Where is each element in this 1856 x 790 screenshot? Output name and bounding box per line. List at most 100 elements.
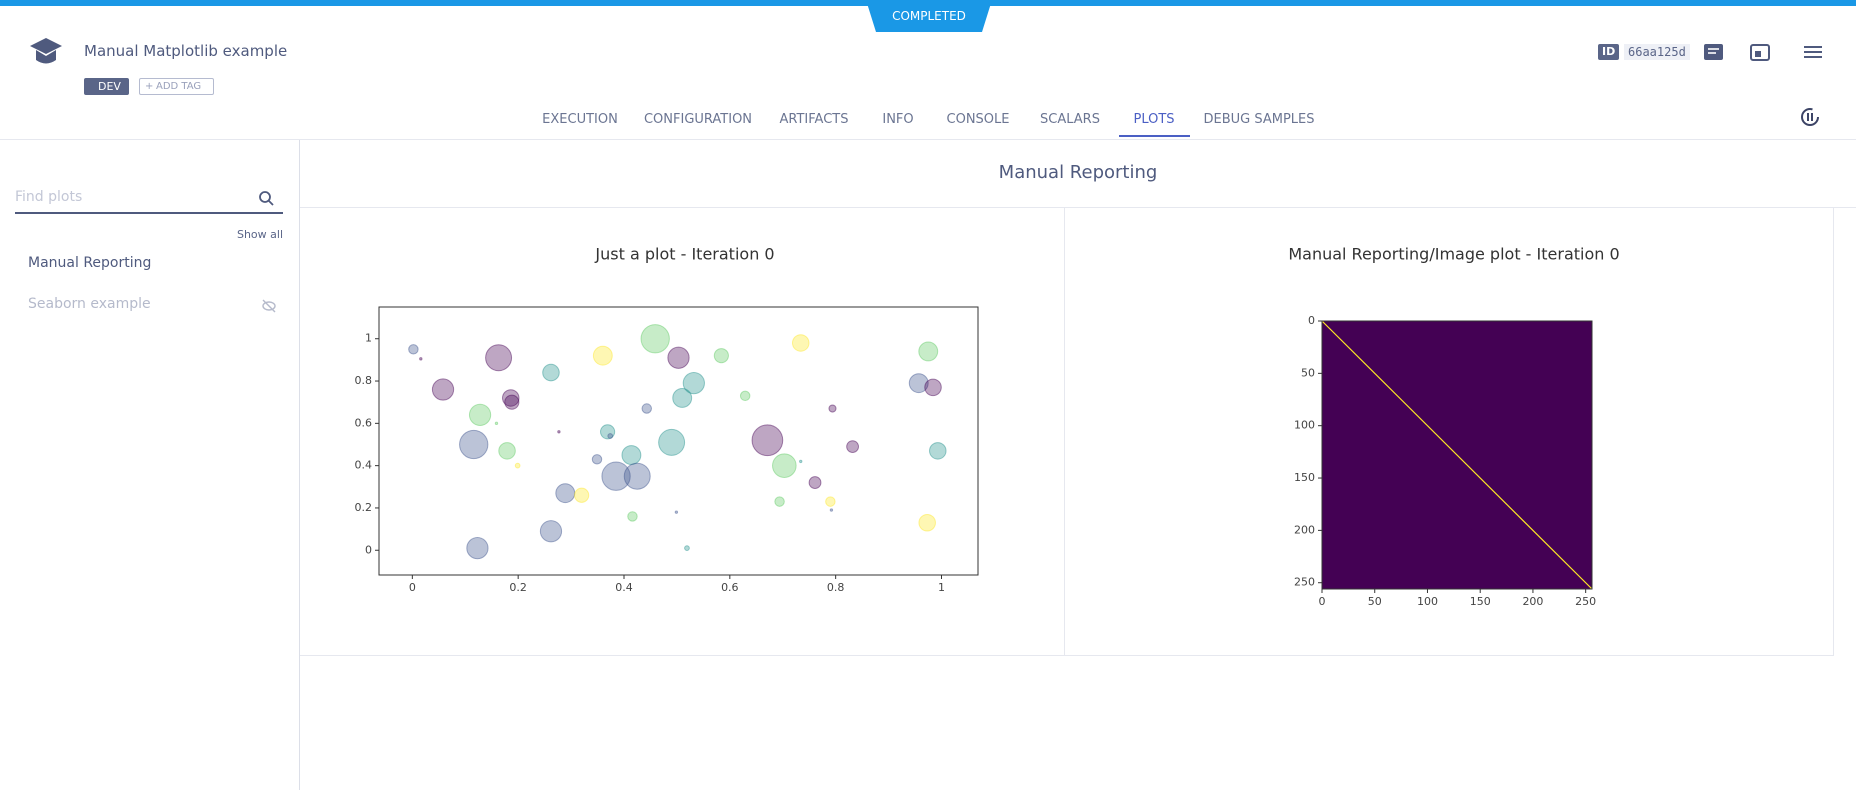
panel-divider [1833, 207, 1834, 655]
panel-divider [300, 655, 1834, 656]
scatter-point [739, 390, 751, 402]
scatter-point [621, 445, 642, 466]
scatter-point [924, 378, 942, 397]
scatter-point [466, 537, 489, 560]
x-tick-label: 150 [1470, 595, 1491, 608]
x-tick-label: 100 [1417, 595, 1438, 608]
plot-group[interactable]: Manual Reporting [28, 255, 152, 271]
active-tab-indicator [1119, 135, 1190, 137]
scatter-point [539, 520, 563, 543]
scatter-point [504, 394, 520, 410]
section-title: Manual Reporting [998, 162, 1158, 183]
x-tick-label: 0.4 [615, 581, 633, 594]
scatter-point [684, 545, 690, 551]
axes-frame [378, 306, 979, 576]
scatter-point [601, 461, 631, 491]
scatter-point [627, 511, 638, 522]
scatter-point [494, 421, 499, 426]
scatter-point [591, 454, 603, 465]
section-divider [300, 207, 1856, 208]
scatter-point [542, 363, 560, 382]
image-diagonal [1321, 320, 1593, 590]
scatter-point [468, 403, 492, 426]
scatter-point [751, 424, 784, 457]
scatter-point [846, 440, 859, 454]
scatter-point [918, 513, 936, 532]
scatter-point [431, 378, 455, 401]
tab[interactable]: DEBUG SAMPLES [1203, 112, 1315, 127]
tab[interactable]: ARTIFACTS [779, 112, 849, 127]
tab[interactable]: EXECUTION [542, 112, 618, 127]
refresh-icon[interactable] [1799, 106, 1821, 128]
scatter-point [929, 442, 947, 460]
x-tick-label: 200 [1522, 595, 1543, 608]
scatter-point [459, 429, 489, 460]
scatter-point [555, 483, 576, 504]
scatter-point [557, 430, 561, 434]
scatter-point [600, 424, 616, 440]
status-text: COMPLETED [892, 9, 966, 23]
scatter-point [808, 476, 822, 489]
scatter-point [825, 496, 836, 507]
id-value[interactable]: 66aa125d [1624, 44, 1690, 60]
y-tick-label: 0 [365, 543, 372, 556]
y-tick-label: 0.2 [355, 501, 373, 514]
scatter-point [485, 344, 513, 372]
x-tick-label: 250 [1575, 595, 1596, 608]
scatter-point [514, 462, 521, 469]
experiment-title: Manual Matplotlib example [84, 42, 288, 60]
y-tick-label: 100 [1294, 419, 1315, 432]
y-tick-label: 200 [1294, 523, 1315, 536]
tab[interactable]: CONFIGURATION [643, 112, 753, 127]
status-badge [866, 0, 992, 32]
scatter-point [640, 324, 670, 354]
hidden-icon[interactable] [261, 299, 277, 313]
show-all[interactable]: Show all [236, 228, 283, 241]
plus-icon: + [145, 81, 154, 92]
sidebar-divider [299, 140, 300, 790]
search-placeholder[interactable]: Find plots [15, 189, 83, 205]
scatter-point [592, 345, 613, 366]
y-tick-label: 0.6 [355, 416, 373, 429]
scatter-point [713, 348, 729, 364]
tab[interactable]: CONSOLE [946, 112, 1010, 127]
toolbar-icons[interactable] [1702, 42, 1826, 62]
scatter-point [908, 373, 929, 394]
x-tick-label: 0.2 [509, 581, 527, 594]
add-tag-text: ADD TAG [156, 81, 202, 92]
x-tick-label: 0.8 [827, 581, 845, 594]
panel-divider [1064, 207, 1065, 655]
add-tag[interactable]: + ADD TAG [139, 78, 215, 95]
logo [30, 38, 62, 64]
scatter-point [498, 442, 516, 460]
plot-title: Just a plot - Iteration 0 [594, 245, 774, 264]
y-tick-label: 50 [1301, 366, 1315, 379]
x-tick-label: 0 [409, 581, 416, 594]
scatter-point [682, 372, 705, 395]
x-tick-label: 0.6 [721, 581, 739, 594]
search-icon[interactable] [258, 190, 274, 206]
x-tick-label: 0 [1319, 595, 1326, 608]
axes-frame [1321, 320, 1593, 590]
y-tick-label: 150 [1294, 471, 1315, 484]
tab[interactable]: PLOTS [1133, 112, 1175, 127]
header-divider [0, 139, 1856, 140]
scatter-point [658, 428, 686, 456]
scatter-point [501, 389, 520, 407]
scatter-point [918, 341, 939, 362]
scatter-point [799, 459, 803, 464]
scatter-point [828, 404, 837, 413]
tag[interactable]: DEV [84, 78, 129, 95]
x-tick-label: 50 [1368, 595, 1382, 608]
scatter-point [772, 453, 797, 478]
tab[interactable]: SCALARS [1040, 112, 1100, 127]
y-tick-label: 0.8 [355, 374, 373, 387]
scatter-point [829, 508, 834, 512]
y-tick-label: 1 [365, 332, 372, 345]
tab[interactable]: INFO [882, 112, 914, 127]
x-tick-label: 1 [938, 581, 945, 594]
plot-group[interactable]: Seaborn example [28, 296, 151, 312]
id-label: ID [1598, 44, 1620, 60]
